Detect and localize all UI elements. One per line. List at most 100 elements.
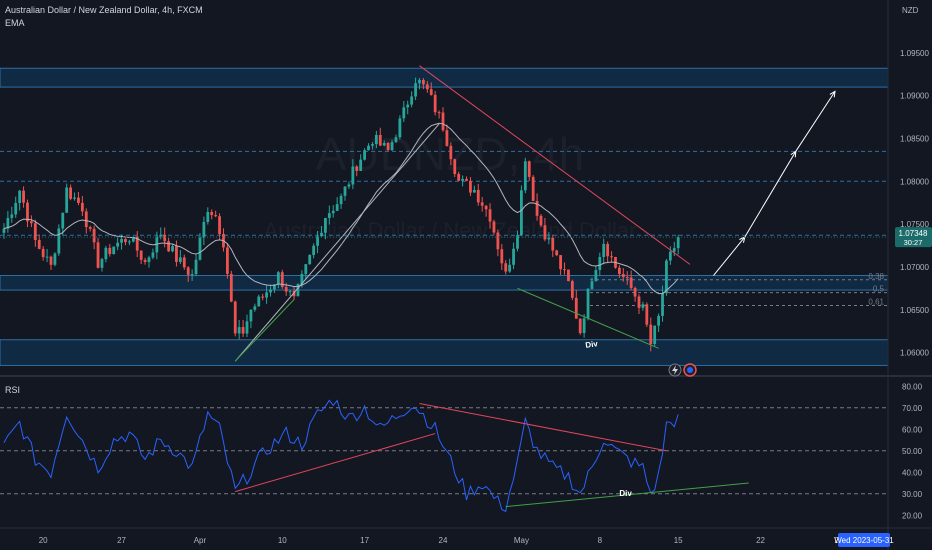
candle[interactable] xyxy=(457,173,461,181)
rsi-trendline[interactable] xyxy=(505,482,749,508)
candle[interactable] xyxy=(535,200,539,216)
indicator-label[interactable]: EMA xyxy=(5,18,25,28)
candle[interactable] xyxy=(327,213,331,218)
candle[interactable] xyxy=(292,291,296,297)
candle[interactable] xyxy=(112,246,116,255)
candle[interactable] xyxy=(465,178,468,181)
candle[interactable] xyxy=(410,96,414,105)
candle[interactable] xyxy=(523,161,527,191)
rsi-pane[interactable]: Div xyxy=(0,399,888,513)
candle[interactable] xyxy=(469,180,472,193)
candle[interactable] xyxy=(547,237,551,240)
candle[interactable] xyxy=(586,288,590,319)
price-pane[interactable]: 0.38 0.5 0.61 Div xyxy=(0,65,889,366)
candle[interactable] xyxy=(445,130,449,146)
candle[interactable] xyxy=(645,304,649,325)
candle[interactable] xyxy=(516,235,519,249)
candle[interactable] xyxy=(300,273,304,285)
candle[interactable] xyxy=(418,79,421,84)
projection-arrow-segment[interactable] xyxy=(713,236,746,276)
projection-arrow-segment[interactable] xyxy=(795,91,836,152)
candle[interactable] xyxy=(437,112,441,114)
candle[interactable] xyxy=(229,273,233,302)
candle[interactable] xyxy=(637,296,641,308)
candle[interactable] xyxy=(320,232,323,237)
candle[interactable] xyxy=(461,178,464,181)
candle[interactable] xyxy=(312,245,316,255)
candle[interactable] xyxy=(163,234,167,242)
candle[interactable] xyxy=(92,228,96,243)
candle[interactable] xyxy=(653,325,657,345)
candle[interactable] xyxy=(441,112,445,131)
candle[interactable] xyxy=(492,221,496,233)
candle[interactable] xyxy=(606,243,610,257)
candle[interactable] xyxy=(210,211,214,216)
candle[interactable] xyxy=(512,248,515,265)
candle[interactable] xyxy=(131,236,135,242)
candle[interactable] xyxy=(543,225,547,240)
candle[interactable] xyxy=(30,221,33,224)
candle[interactable] xyxy=(398,118,402,138)
candle[interactable] xyxy=(676,237,680,249)
support-resistance-zone[interactable] xyxy=(0,275,889,291)
candle[interactable] xyxy=(472,189,476,193)
candle[interactable] xyxy=(633,287,637,297)
candle[interactable] xyxy=(484,205,488,210)
candle[interactable] xyxy=(578,318,582,334)
candle[interactable] xyxy=(661,293,664,316)
candle[interactable] xyxy=(453,159,457,174)
candle[interactable] xyxy=(488,209,492,222)
rsi-trendline[interactable] xyxy=(235,433,436,493)
candle[interactable] xyxy=(618,267,621,274)
candle[interactable] xyxy=(276,272,280,285)
candle[interactable] xyxy=(57,228,61,254)
candle[interactable] xyxy=(22,190,25,203)
candle[interactable] xyxy=(531,176,535,201)
candle[interactable] xyxy=(414,83,417,97)
candle[interactable] xyxy=(394,137,398,143)
candle[interactable] xyxy=(594,270,598,282)
candle[interactable] xyxy=(374,134,378,145)
candle[interactable] xyxy=(186,267,190,275)
ema-line[interactable] xyxy=(3,122,679,295)
candle[interactable] xyxy=(539,215,543,226)
candle[interactable] xyxy=(567,269,570,282)
candle[interactable] xyxy=(14,203,18,215)
candle[interactable] xyxy=(116,242,120,247)
candle[interactable] xyxy=(649,324,653,345)
candle[interactable] xyxy=(73,197,76,199)
candle[interactable] xyxy=(559,255,562,270)
candle[interactable] xyxy=(80,202,84,212)
candle[interactable] xyxy=(135,236,139,251)
candle[interactable] xyxy=(625,277,629,279)
support-resistance-zone[interactable] xyxy=(0,339,889,366)
candle[interactable] xyxy=(480,202,484,206)
candle[interactable] xyxy=(10,214,14,218)
candle[interactable] xyxy=(233,301,237,334)
candle[interactable] xyxy=(347,184,351,187)
candle[interactable] xyxy=(100,259,104,268)
candle[interactable] xyxy=(159,234,163,237)
candle[interactable] xyxy=(316,236,319,246)
candle[interactable] xyxy=(425,84,429,90)
candle[interactable] xyxy=(386,143,390,151)
candle[interactable] xyxy=(296,284,300,297)
candle[interactable] xyxy=(194,259,198,275)
candle[interactable] xyxy=(665,260,668,294)
candle[interactable] xyxy=(672,248,676,252)
candle[interactable] xyxy=(151,252,155,258)
candle[interactable] xyxy=(249,309,253,322)
candle[interactable] xyxy=(551,237,555,251)
candle[interactable] xyxy=(449,145,453,160)
candle[interactable] xyxy=(65,187,69,213)
candle[interactable] xyxy=(84,211,88,228)
candle[interactable] xyxy=(6,217,10,229)
candle[interactable] xyxy=(508,264,512,272)
candle[interactable] xyxy=(433,94,437,113)
candle[interactable] xyxy=(555,250,559,256)
candle[interactable] xyxy=(206,211,210,223)
candle[interactable] xyxy=(18,190,22,204)
candle[interactable] xyxy=(237,327,241,334)
projection-arrow-segment[interactable] xyxy=(744,151,797,238)
candle[interactable] xyxy=(69,187,72,199)
